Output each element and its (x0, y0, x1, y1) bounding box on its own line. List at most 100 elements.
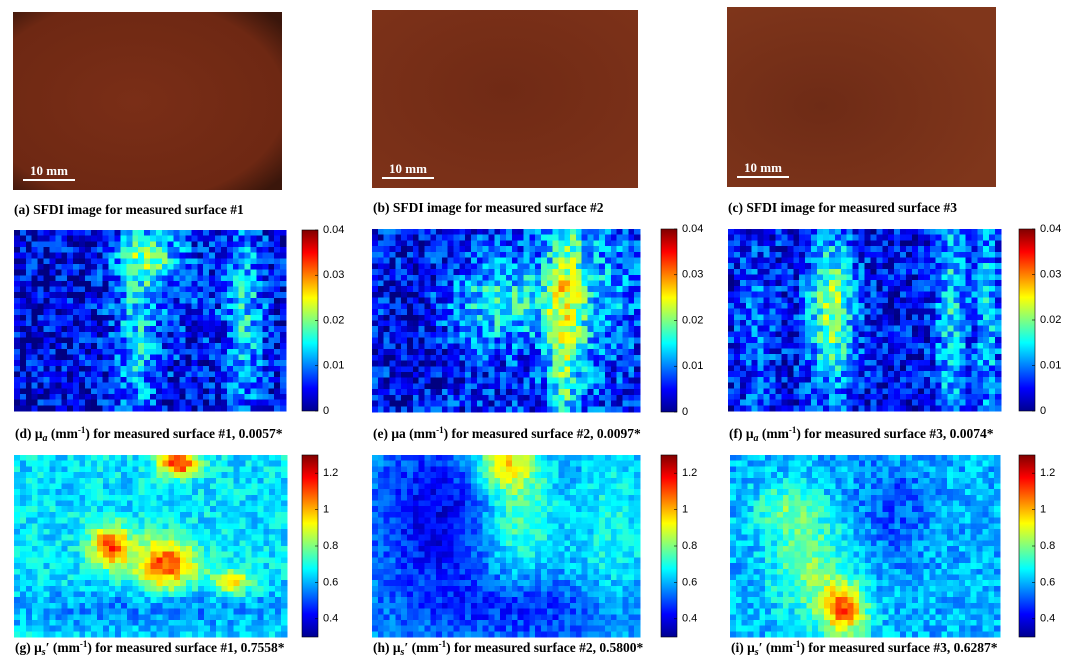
heatmap-cell (599, 360, 606, 367)
heatmap-cell (114, 309, 121, 316)
heatmap-cell (575, 263, 583, 270)
heatmap-cell (441, 274, 449, 281)
heatmap-cell (102, 292, 110, 299)
heatmap-cell (476, 251, 484, 258)
heatmap-cell (447, 314, 454, 321)
heatmap-cell (817, 268, 824, 275)
heatmap-cell (739, 399, 747, 406)
heatmap-cell (441, 394, 449, 401)
heatmap-cell (971, 359, 978, 366)
heatmap-cell (888, 342, 895, 349)
heatmap-cell (102, 309, 110, 316)
heatmap-cell (989, 337, 996, 344)
heatmap-cell (911, 234, 919, 241)
heatmap-cell (84, 399, 92, 406)
heatmap-cell (564, 286, 571, 293)
heatmap-cell (599, 234, 606, 241)
heatmap-cell (430, 406, 437, 413)
heatmap-cell (120, 388, 127, 395)
heatmap-cell (256, 303, 263, 310)
heatmap-cell (226, 280, 234, 287)
heatmap-cell (900, 388, 907, 395)
heatmap-cell (73, 320, 80, 327)
heatmap-cell (546, 251, 554, 258)
heatmap-cell (401, 246, 408, 253)
heatmap-cell (828, 337, 836, 344)
heatmap-cell (173, 309, 180, 316)
heatmap-cell (377, 240, 385, 247)
heatmap-cell (476, 263, 484, 270)
heatmap-cell (506, 354, 513, 361)
heatmap-cell (941, 388, 948, 395)
heatmap-cell (811, 251, 818, 258)
heatmap-cell (575, 400, 583, 407)
heatmap-cell (529, 303, 536, 310)
heatmap-cell (84, 230, 92, 237)
heatmap-cell (43, 455, 50, 462)
heatmap-cell (546, 337, 554, 344)
heatmap-cell (90, 280, 98, 287)
heatmap-cell (209, 472, 217, 479)
heatmap-cell (383, 246, 390, 253)
heatmap-cell (506, 371, 513, 379)
heatmap-cell (917, 268, 925, 275)
heatmap-cell (876, 246, 883, 253)
heatmap-cell (971, 257, 978, 264)
heatmap-cell (150, 331, 157, 338)
heatmap-cell (232, 394, 240, 401)
heatmap-cell (882, 280, 889, 287)
heatmap-cell (728, 348, 735, 355)
heatmap-cell (268, 382, 275, 389)
heatmap-cell (430, 366, 437, 373)
heatmap-cell (79, 472, 86, 479)
heatmap-cell (84, 297, 92, 304)
heatmap-cell (269, 472, 276, 479)
heatmap-cell (262, 280, 269, 287)
heatmap-cell (852, 393, 859, 401)
heatmap-cell (102, 337, 110, 344)
heatmap-cell (605, 297, 612, 304)
heatmap-cell (846, 246, 854, 253)
heatmap-cell (268, 365, 275, 372)
heatmap-cell (459, 354, 466, 361)
heatmap-cell (269, 494, 276, 501)
heatmap-cell (482, 394, 489, 401)
heatmap-cell (114, 241, 121, 248)
heatmap-cell (226, 343, 234, 350)
heatmap-cell (523, 314, 530, 321)
heatmap-cell (73, 472, 80, 479)
heatmap-cell (828, 246, 836, 253)
heatmap-cell (447, 366, 454, 373)
heatmap-cell (209, 399, 216, 406)
heatmap-cell (523, 360, 530, 367)
heatmap-cell (180, 506, 187, 513)
heatmap-cell (983, 337, 990, 344)
heatmap-cell (465, 234, 472, 241)
heatmap-cell (161, 275, 169, 282)
heatmap-cell (256, 365, 263, 372)
heatmap-cell (268, 275, 275, 282)
heatmap-cell (14, 235, 21, 242)
heatmap-cell (465, 246, 472, 253)
heatmap-cell (250, 371, 257, 378)
heatmap-cell (564, 354, 571, 361)
heatmap-cell (888, 308, 895, 315)
heatmap-cell (482, 309, 489, 316)
heatmap-cell (447, 240, 454, 247)
heatmap-cell (935, 246, 943, 253)
heatmap-cell (126, 297, 133, 304)
heatmap-cell (540, 377, 548, 384)
heatmap-cell (593, 320, 600, 327)
heatmap-cell (179, 326, 186, 333)
heatmap-cell (799, 274, 806, 281)
heatmap-cell (983, 274, 990, 281)
heatmap-cell (268, 292, 275, 299)
heatmap-cell (161, 399, 169, 406)
heatmap-cell (564, 349, 571, 356)
heatmap-cell (482, 326, 489, 333)
heatmap-cell (935, 325, 943, 332)
heatmap-cell (763, 268, 770, 275)
heatmap-cell (546, 291, 554, 299)
heatmap-cell (436, 274, 443, 281)
heatmap-cell (155, 331, 163, 338)
